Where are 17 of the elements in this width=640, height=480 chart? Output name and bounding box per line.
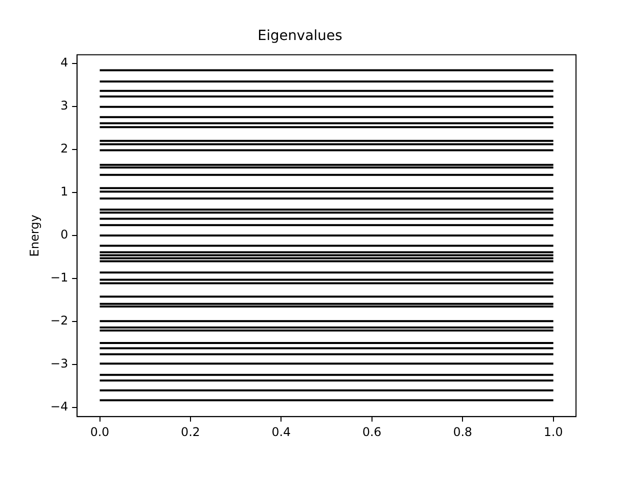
- x-tick-label: 0.4: [272, 424, 291, 439]
- chart-title: Eigenvalues: [258, 28, 342, 44]
- x-tick-label: 0.2: [180, 424, 200, 439]
- y-tick-label: −4: [50, 400, 68, 414]
- x-tick-label: 0.6: [362, 424, 382, 439]
- x-tick-label: 1.0: [544, 424, 563, 439]
- y-tick-label: 1: [60, 184, 68, 199]
- y-tick-label: 2: [60, 142, 68, 156]
- y-tick-label: 3: [60, 98, 68, 113]
- y-tick-label: 0: [60, 228, 68, 242]
- y-tick-label: −3: [50, 356, 68, 371]
- x-tick-label: 0.8: [453, 424, 472, 439]
- y-tick-label: −2: [50, 314, 68, 328]
- y-tick-label: 4: [60, 56, 68, 70]
- y-tick-label: −1: [50, 270, 68, 285]
- x-tick-label: 0.0: [90, 424, 110, 439]
- y-axis-title: Energy: [27, 214, 42, 257]
